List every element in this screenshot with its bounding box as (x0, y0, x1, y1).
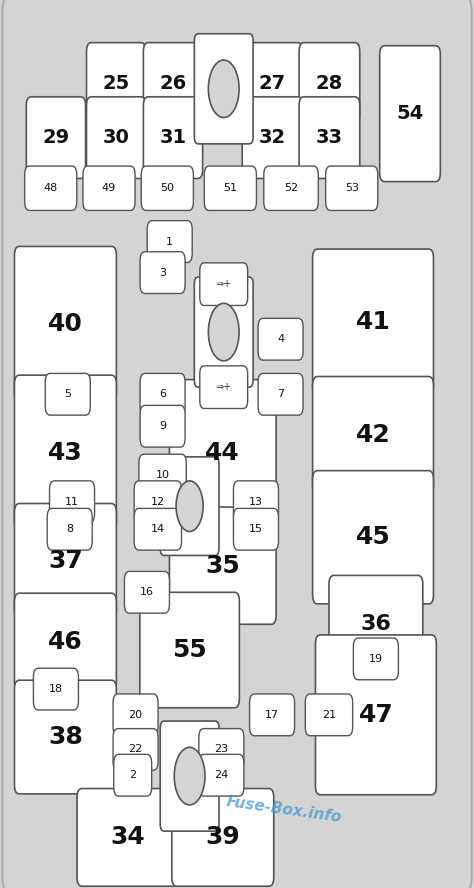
Text: 31: 31 (159, 128, 187, 147)
Text: 9: 9 (159, 421, 166, 432)
FancyBboxPatch shape (200, 263, 247, 305)
Text: 49: 49 (102, 183, 116, 194)
Text: 41: 41 (356, 310, 391, 335)
Text: 44: 44 (205, 440, 240, 465)
FancyBboxPatch shape (86, 97, 146, 178)
Text: 29: 29 (42, 128, 70, 147)
FancyBboxPatch shape (140, 373, 185, 415)
Text: 39: 39 (205, 825, 240, 850)
FancyBboxPatch shape (134, 481, 182, 522)
Text: 22: 22 (128, 744, 143, 755)
Text: ⇒+: ⇒+ (216, 382, 232, 392)
Text: 19: 19 (369, 654, 383, 664)
FancyBboxPatch shape (124, 572, 170, 614)
FancyBboxPatch shape (15, 680, 117, 794)
Text: 1: 1 (166, 236, 173, 247)
Text: 30: 30 (103, 128, 129, 147)
Text: ⇒+: ⇒+ (216, 279, 232, 289)
FancyBboxPatch shape (299, 97, 360, 178)
FancyBboxPatch shape (299, 43, 360, 124)
FancyBboxPatch shape (200, 366, 247, 408)
FancyBboxPatch shape (15, 247, 117, 401)
FancyBboxPatch shape (140, 592, 239, 708)
FancyBboxPatch shape (143, 97, 202, 178)
Text: 54: 54 (396, 104, 424, 123)
FancyBboxPatch shape (26, 97, 85, 178)
FancyBboxPatch shape (47, 508, 92, 550)
FancyBboxPatch shape (326, 166, 378, 210)
FancyBboxPatch shape (86, 43, 146, 124)
Text: 11: 11 (65, 496, 79, 507)
Text: 38: 38 (48, 725, 83, 749)
Text: 14: 14 (151, 524, 165, 535)
Text: 34: 34 (110, 825, 146, 850)
Text: 52: 52 (284, 183, 298, 194)
FancyBboxPatch shape (313, 250, 433, 396)
Text: 10: 10 (155, 470, 170, 480)
Text: 42: 42 (356, 423, 391, 448)
Text: 20: 20 (128, 710, 143, 720)
Text: 13: 13 (249, 496, 263, 507)
Text: 33: 33 (316, 128, 343, 147)
FancyBboxPatch shape (160, 721, 219, 831)
Text: 12: 12 (151, 496, 165, 507)
Text: 24: 24 (214, 770, 228, 781)
FancyBboxPatch shape (380, 45, 440, 182)
FancyBboxPatch shape (113, 694, 158, 735)
Text: 50: 50 (160, 183, 174, 194)
Text: 25: 25 (102, 74, 130, 93)
FancyBboxPatch shape (25, 166, 77, 210)
Circle shape (209, 60, 239, 117)
FancyBboxPatch shape (242, 97, 303, 178)
Text: 28: 28 (316, 74, 343, 93)
Text: 45: 45 (356, 525, 391, 550)
FancyBboxPatch shape (264, 166, 319, 210)
Circle shape (176, 481, 203, 531)
FancyBboxPatch shape (33, 669, 78, 710)
Text: 53: 53 (345, 183, 359, 194)
Text: 55: 55 (172, 638, 207, 662)
Text: 37: 37 (48, 549, 83, 574)
FancyBboxPatch shape (194, 277, 253, 387)
Circle shape (209, 304, 239, 361)
FancyBboxPatch shape (169, 507, 276, 624)
Text: 21: 21 (322, 710, 336, 720)
FancyBboxPatch shape (45, 373, 90, 415)
Text: 8: 8 (66, 524, 73, 535)
FancyBboxPatch shape (353, 638, 398, 680)
FancyBboxPatch shape (313, 377, 433, 494)
Text: 5: 5 (64, 389, 71, 400)
FancyBboxPatch shape (233, 481, 279, 522)
Text: 17: 17 (265, 710, 279, 720)
FancyBboxPatch shape (305, 694, 353, 735)
FancyBboxPatch shape (258, 373, 303, 415)
FancyBboxPatch shape (249, 694, 294, 735)
Text: 26: 26 (159, 74, 187, 93)
Text: 48: 48 (44, 183, 58, 194)
Text: 51: 51 (223, 183, 237, 194)
FancyBboxPatch shape (83, 166, 135, 210)
FancyBboxPatch shape (160, 457, 219, 556)
Circle shape (174, 748, 205, 805)
FancyBboxPatch shape (194, 34, 253, 144)
Text: 35: 35 (205, 553, 240, 578)
FancyBboxPatch shape (77, 789, 179, 886)
Text: 23: 23 (214, 744, 228, 755)
FancyBboxPatch shape (316, 635, 436, 795)
Text: 36: 36 (360, 614, 392, 634)
FancyBboxPatch shape (199, 755, 244, 796)
FancyBboxPatch shape (233, 508, 279, 550)
FancyBboxPatch shape (15, 593, 117, 691)
FancyBboxPatch shape (329, 575, 423, 673)
Text: 6: 6 (159, 389, 166, 400)
Text: 43: 43 (48, 440, 83, 465)
Text: 40: 40 (48, 312, 83, 337)
FancyBboxPatch shape (134, 508, 182, 550)
Text: 2: 2 (129, 770, 137, 781)
Text: Fuse-Box.info: Fuse-Box.info (226, 794, 343, 826)
FancyBboxPatch shape (172, 789, 273, 886)
Text: 47: 47 (358, 702, 393, 727)
Text: 3: 3 (159, 267, 166, 278)
FancyBboxPatch shape (204, 166, 256, 210)
